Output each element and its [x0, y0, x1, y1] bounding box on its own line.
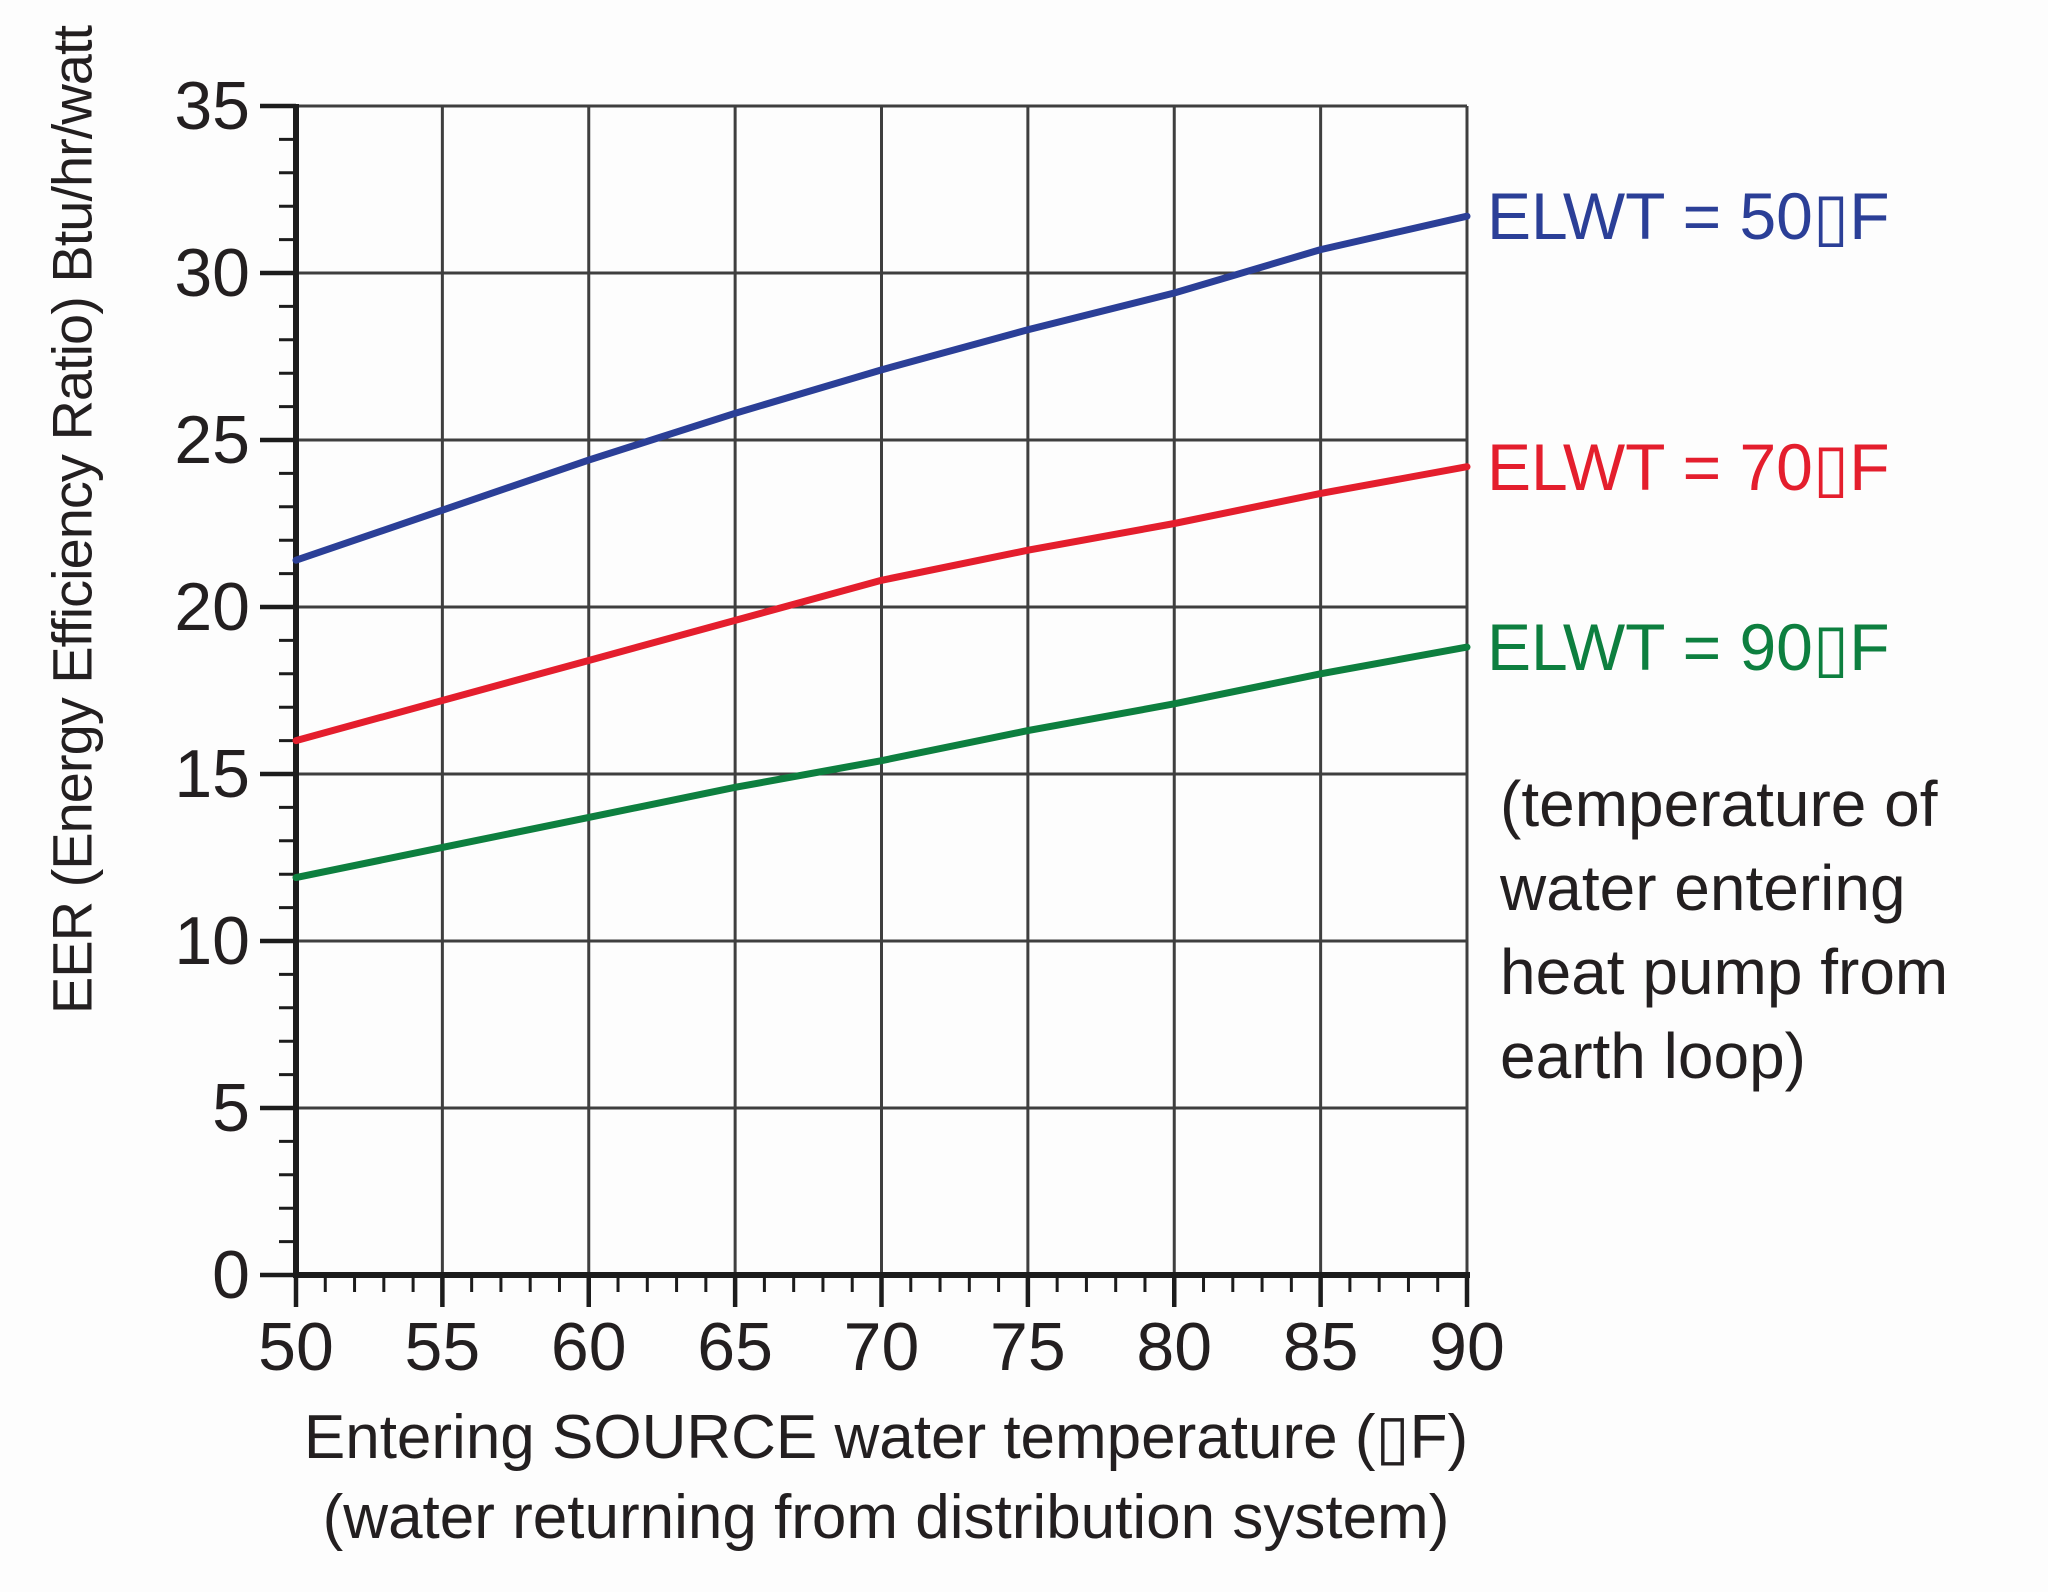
y-tick-label: 20 [174, 569, 250, 645]
x-tick-label: 55 [404, 1309, 481, 1385]
x-tick-label: 60 [550, 1309, 627, 1385]
legend-annotation: (temperature of water entering heat pump… [1500, 762, 1948, 1098]
annotation-line-1: (temperature of [1500, 768, 1938, 840]
x-axis-title-line-1: Entering SOURCE water temperature (▯F) [303, 1403, 1469, 1472]
x-tick-label: 50 [258, 1309, 334, 1385]
y-tick-label: 30 [174, 235, 250, 311]
legend-label-elwt-50f: ELWT = 50▯F [1487, 179, 1890, 254]
x-tick-label: 70 [843, 1309, 920, 1385]
x-axis-title-line-2: (water returning from distribution syste… [322, 1483, 1450, 1552]
y-tick-label: 10 [174, 903, 250, 979]
annotation-line-3: heat pump from [1500, 936, 1949, 1008]
annotation-line-2: water entering [1500, 852, 1906, 924]
x-tick-label: 85 [1282, 1309, 1359, 1385]
y-axis-title: EER (Energy Efficiency Ratio) Btu/hr/wat… [40, 25, 104, 1015]
x-tick-label: 80 [1136, 1309, 1213, 1385]
x-tick-label: 90 [1429, 1309, 1505, 1385]
x-axis-title: Entering SOURCE water temperature (▯F) (… [0, 1398, 1772, 1558]
x-tick-label: 75 [990, 1309, 1066, 1385]
y-tick-label: 35 [174, 68, 250, 144]
annotation-line-4: earth loop) [1500, 1020, 1806, 1092]
y-tick-label: 5 [212, 1070, 250, 1146]
y-tick-label: 15 [174, 736, 250, 812]
x-tick-label: 65 [697, 1309, 773, 1385]
legend-label-elwt-90f: ELWT = 90▯F [1487, 610, 1890, 685]
series-line-elwt-50f [292, 212, 1471, 564]
series-line-elwt-90f [292, 643, 1471, 882]
y-tick-label: 25 [174, 402, 250, 478]
legend-label-elwt-70f: ELWT = 70▯F [1487, 429, 1890, 504]
series-line-elwt-70f [292, 463, 1471, 745]
y-tick-label: 0 [212, 1237, 250, 1313]
